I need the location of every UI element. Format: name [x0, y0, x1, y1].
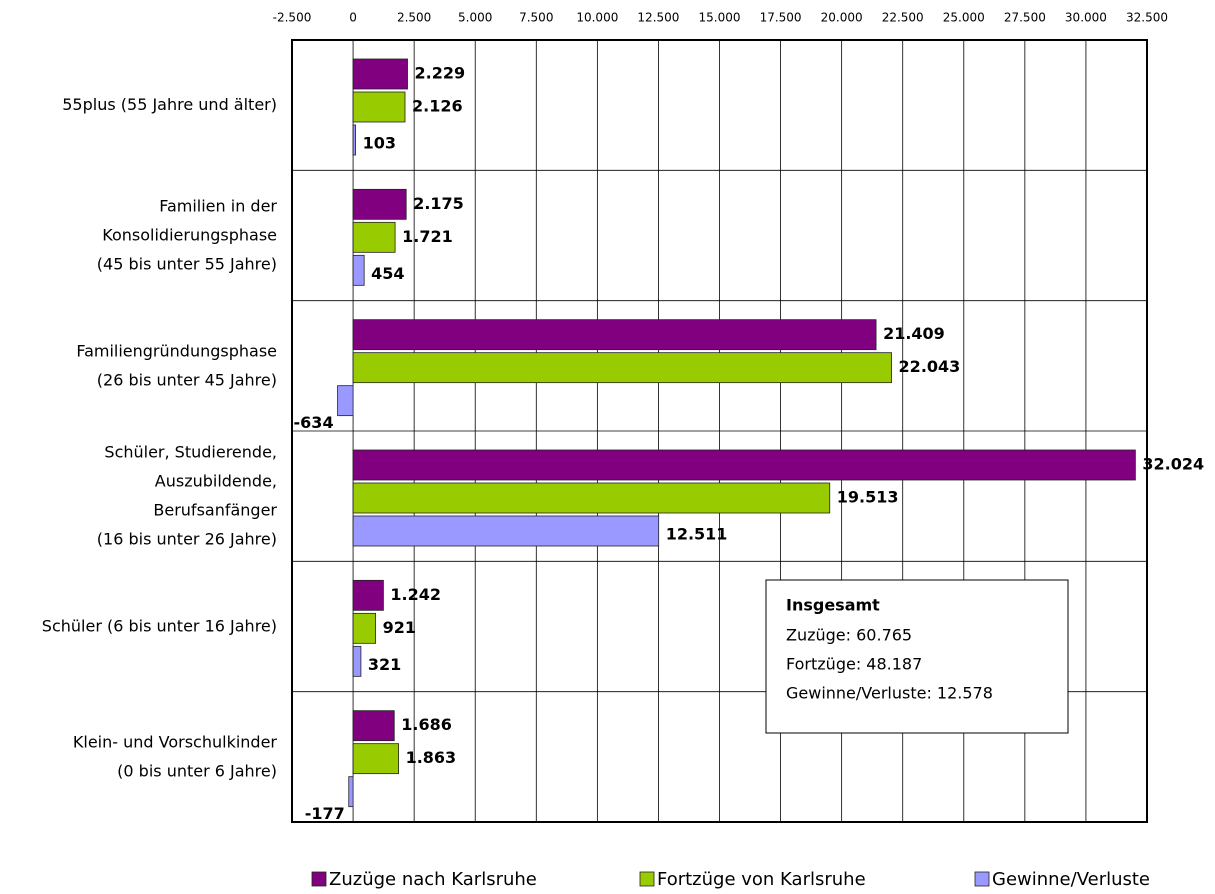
x-tick-label: 25.000: [943, 11, 985, 25]
value-label: 2.126: [412, 97, 463, 116]
x-tick-label: 10.000: [576, 11, 618, 25]
value-label: 1.863: [406, 748, 457, 767]
bar: [352, 124, 356, 156]
bar: [352, 579, 384, 611]
x-tick-label: 0: [349, 11, 357, 25]
value-label: 2.229: [415, 64, 466, 83]
bar: [352, 743, 399, 775]
bar: [352, 449, 1136, 481]
value-label: 454: [371, 264, 404, 283]
bar: [352, 612, 376, 644]
value-label: 19.513: [837, 488, 899, 507]
x-tick-label: 2.500: [397, 11, 431, 25]
x-tick-label: 27.500: [1004, 11, 1046, 25]
y-tick-label: Klein- und Vorschulkinder (0 bis unter 6 …: [73, 732, 278, 780]
value-label: 32.024: [1142, 455, 1204, 474]
bar: [352, 58, 408, 90]
legend-swatch: [974, 871, 990, 887]
x-tick-label: 22.500: [882, 11, 924, 25]
legend-label: Zuzüge nach Karlsruhe: [329, 869, 537, 890]
x-tick-label: 7.500: [519, 11, 553, 25]
value-label: -177: [305, 804, 345, 823]
bar: [352, 352, 892, 384]
x-tick-label: -2.500: [273, 11, 312, 25]
x-tick-label: 17.500: [760, 11, 802, 25]
value-label: 103: [363, 134, 396, 153]
bar: [352, 254, 365, 286]
y-tick-label: Schüler, Studierende, Auszubildende, Beruf…: [97, 442, 278, 548]
annotation-title: Insgesamt: [786, 596, 880, 615]
bar: [352, 319, 877, 351]
value-label: 2.175: [413, 194, 464, 213]
annotation-line: Gewinne/Verluste: 12.578: [786, 684, 993, 703]
value-label: 21.409: [883, 324, 945, 343]
bar: [352, 91, 406, 123]
value-label: 921: [383, 618, 416, 637]
y-tick-label: Familien in der Konsolidierungsphase (45 b…: [97, 196, 278, 273]
x-tick-label: 20.000: [821, 11, 863, 25]
value-label: 12.511: [666, 525, 728, 544]
bar: [352, 221, 396, 253]
bar: [352, 482, 831, 514]
y-tick-label: 55plus (55 Jahre und älter): [62, 95, 277, 114]
annotation-box: [765, 579, 1069, 734]
legend-label: Gewinne/Verluste: [992, 869, 1150, 890]
bar: [352, 710, 395, 742]
bar: [352, 645, 362, 677]
x-tick-label: 12.500: [637, 11, 679, 25]
legend-swatch: [639, 871, 655, 887]
x-tick-label: 30.000: [1065, 11, 1107, 25]
plot-frame: [291, 39, 1148, 823]
y-tick-label: Familiengründungsphase (26 bis unter 45 J…: [76, 341, 277, 389]
value-label: 1.242: [390, 585, 441, 604]
value-label: 321: [368, 655, 401, 674]
bar: [352, 188, 407, 220]
value-label: 22.043: [899, 357, 961, 376]
legend-label: Fortzüge von Karlsruhe: [657, 869, 866, 890]
bar: [352, 515, 660, 547]
annotation-line: Fortzüge: 48.187: [786, 655, 922, 674]
y-tick-label: Schüler (6 bis unter 16 Jahre): [42, 616, 277, 635]
x-tick-label: 32.500: [1126, 11, 1168, 25]
annotation-line: Zuzüge: 60.765: [786, 626, 912, 645]
x-tick-label: 15.000: [699, 11, 741, 25]
bar: [348, 776, 354, 808]
bar: [337, 385, 354, 417]
x-tick-label: 5.000: [458, 11, 492, 25]
value-label: 1.721: [402, 227, 453, 246]
value-label: -634: [294, 413, 334, 432]
legend-swatch: [311, 871, 327, 887]
value-label: 1.686: [401, 715, 452, 734]
